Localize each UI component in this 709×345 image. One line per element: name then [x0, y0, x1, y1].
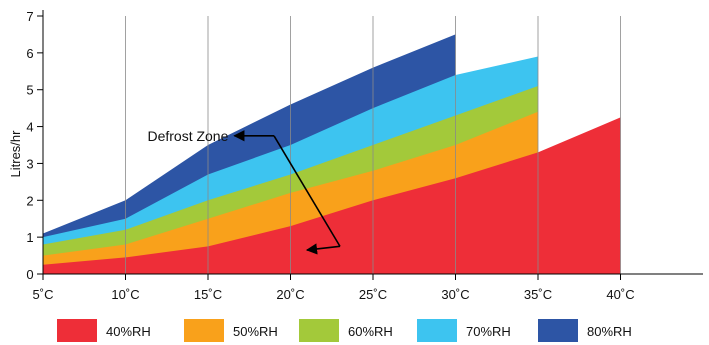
annotation-arrow: [273, 135, 341, 247]
y-tick-label: 3: [26, 156, 33, 171]
x-tick-label: 10˚C: [111, 287, 139, 302]
legend-swatch: [299, 319, 339, 342]
legend-swatch: [184, 319, 224, 342]
legend: 40%RH 50%RH 60%RH 70%RH 80%RH: [57, 319, 632, 342]
x-tick-label: 30˚C: [441, 287, 469, 302]
x-tick-label: 15˚C: [194, 287, 222, 302]
legend-label: 40%RH: [106, 324, 151, 339]
legend-label: 70%RH: [466, 324, 511, 339]
x-tick-label: 35˚C: [524, 287, 552, 302]
annotation-defrost-zone: Defrost Zone: [147, 128, 228, 144]
y-tick-label: 0: [26, 267, 33, 282]
annotations: Defrost Zone: [147, 128, 341, 255]
legend-swatch: [417, 319, 457, 342]
legend-label: 50%RH: [233, 324, 278, 339]
y-tick-label: 4: [26, 120, 33, 135]
legend-swatch: [57, 319, 97, 342]
legend-label: 60%RH: [348, 324, 393, 339]
y-axis-label: Litres/hr: [8, 130, 23, 178]
annotation-arrow: [305, 243, 341, 255]
y-tick-label: 5: [26, 83, 33, 98]
axes: 0 1 2 3 4 5 6 7 5˚C 10˚C 15˚C 20˚C 25˚C 30˚C 35˚C 40˚C: [26, 9, 703, 302]
y-tick-label: 6: [26, 46, 33, 61]
x-tick-label: 20˚C: [276, 287, 304, 302]
x-tick-label: 5˚C: [33, 287, 54, 302]
series-areas: [43, 34, 621, 275]
x-tick-label: 40˚C: [606, 287, 634, 302]
y-tick-label: 1: [26, 230, 33, 245]
legend-swatch: [538, 319, 578, 342]
y-tick-label: 2: [26, 193, 33, 208]
y-tick-label: 7: [26, 9, 33, 24]
x-tick-label: 25˚C: [359, 287, 387, 302]
legend-label: 80%RH: [587, 324, 632, 339]
area-40-rh: [43, 117, 621, 275]
